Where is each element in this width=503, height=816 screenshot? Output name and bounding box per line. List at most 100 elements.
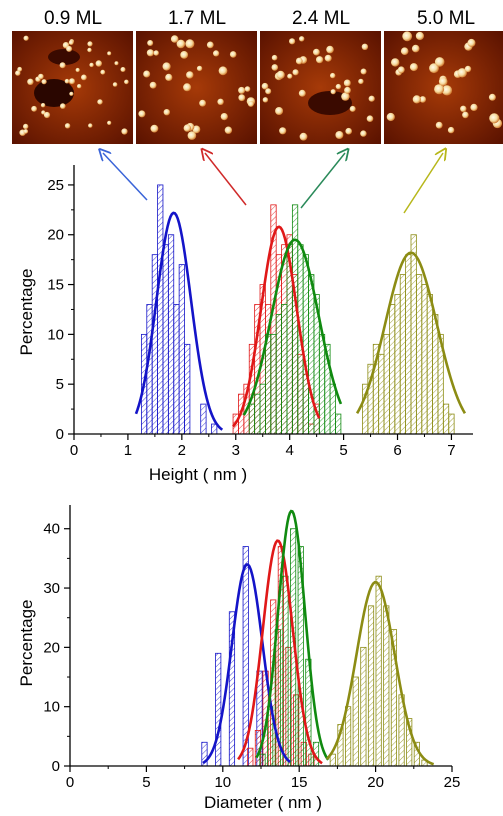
height-bar-green xyxy=(270,333,277,435)
afm-particle xyxy=(23,129,29,134)
afm-particle xyxy=(153,50,159,56)
afm-particle xyxy=(271,64,279,71)
diameter-y-tick-label: 10 xyxy=(43,699,60,716)
diameter-marks xyxy=(201,509,435,767)
diameter-axes: 0 5 10 15 20 25 0 10 20 30 40 xyxy=(43,505,460,791)
afm-particle xyxy=(330,89,336,95)
afm-particle xyxy=(412,95,421,104)
height-bar-blue xyxy=(173,304,180,435)
afm-particle xyxy=(163,109,170,116)
height-bar-blue xyxy=(162,244,169,435)
afm-particle xyxy=(349,105,356,112)
afm-particle xyxy=(397,66,405,74)
height-axes: 0 1 2 3 4 5 6 7 0 5 10 15 20 25 xyxy=(47,165,473,459)
afm-particle xyxy=(143,70,151,78)
arrow-0 xyxy=(103,153,148,201)
diameter-x-tick-label: 20 xyxy=(367,774,384,791)
afm-particle xyxy=(368,95,375,102)
panel-label-3: 5.0 ML xyxy=(417,8,475,29)
height-bar-green xyxy=(281,304,288,435)
height-bar-blue xyxy=(157,184,164,435)
height-fit-curve-olive xyxy=(355,251,467,414)
afm-particle xyxy=(238,86,246,94)
height-x-tick-label: 7 xyxy=(447,442,455,459)
diameter-xlabel: Diameter ( nm ) xyxy=(204,793,322,812)
height-bar-olive xyxy=(448,413,455,435)
height-y-tick-label: 15 xyxy=(47,277,64,294)
afm-particle xyxy=(276,70,285,79)
height-ylabel: Percentage xyxy=(17,269,36,356)
afm-particle xyxy=(287,73,293,79)
diameter-bar-olive xyxy=(352,676,359,767)
afm-particle xyxy=(358,78,364,85)
afm-particle xyxy=(64,123,71,129)
height-y-tick-label: 0 xyxy=(56,426,64,443)
arrow-2 xyxy=(300,153,345,209)
afm-particle xyxy=(345,127,353,135)
afm-particle xyxy=(192,125,201,134)
afm-particle xyxy=(23,35,29,41)
afm-particle xyxy=(447,126,455,134)
diameter-y-tick-label: 40 xyxy=(43,521,60,538)
afm-image-0 xyxy=(12,31,133,144)
afm-particle xyxy=(40,103,46,108)
diameter-y-tick-label: 0 xyxy=(52,758,60,775)
afm-particle xyxy=(114,61,119,66)
panel-label-2: 2.4 ML xyxy=(292,8,350,29)
afm-particle xyxy=(165,73,173,81)
afm-particle xyxy=(470,103,478,111)
diameter-bar-green xyxy=(282,575,289,767)
height-bar-green xyxy=(329,383,336,435)
diameter-bar-red xyxy=(247,747,254,767)
diameter-x-tick-label: 15 xyxy=(291,774,308,791)
height-marks xyxy=(134,184,467,435)
afm-particle xyxy=(489,113,500,124)
panel-label-0: 0.9 ML xyxy=(44,8,102,29)
chart-diameter: 0 5 10 15 20 25 0 10 20 30 40 Diameter ( nm ) Perc… xyxy=(17,505,460,812)
height-bar-green xyxy=(254,393,261,435)
afm-particle xyxy=(100,69,106,75)
height-bar-olive xyxy=(432,314,439,435)
afm-particle xyxy=(343,79,351,87)
afm-particle xyxy=(386,112,395,122)
afm-particle xyxy=(69,78,75,85)
diameter-x-tick-label: 25 xyxy=(444,774,461,791)
height-bar-blue xyxy=(167,234,175,435)
afm-particle xyxy=(170,35,179,43)
height-x-tick-label: 5 xyxy=(339,442,347,459)
afm-particle xyxy=(434,84,445,95)
afm-particle xyxy=(15,70,21,76)
height-fit-curve-red xyxy=(232,225,321,428)
afm-particle xyxy=(206,41,214,49)
afm-particle xyxy=(31,105,37,112)
afm-particle xyxy=(360,130,367,137)
afm-image-3 xyxy=(384,31,503,144)
panel-label-1: 1.7 ML xyxy=(168,8,226,29)
afm-particle xyxy=(185,39,195,49)
afm-images xyxy=(12,31,503,144)
afm-particle xyxy=(464,65,472,73)
afm-particle xyxy=(262,97,269,103)
afm-image-2 xyxy=(260,31,381,144)
afm-particle xyxy=(316,56,324,64)
afm-particle xyxy=(213,50,220,57)
afm-particle xyxy=(120,67,126,72)
afm-particle xyxy=(124,79,129,85)
diameter-y-tick-label: 30 xyxy=(43,580,60,597)
afm-particle xyxy=(400,47,409,55)
afm-particle xyxy=(411,44,420,53)
height-fit-curve-blue xyxy=(134,211,224,431)
afm-particle xyxy=(438,77,448,86)
diameter-bar-green xyxy=(259,753,266,767)
afm-particle xyxy=(77,84,82,89)
height-y-tick-label: 20 xyxy=(47,227,64,244)
afm-dark-region xyxy=(48,49,80,65)
afm-particle xyxy=(341,92,350,101)
afm-particle xyxy=(59,62,66,69)
height-bar-green xyxy=(259,383,266,435)
afm-particle xyxy=(289,38,296,45)
afm-particle xyxy=(107,120,112,125)
afm-particle xyxy=(186,71,194,79)
height-bar-olive xyxy=(394,294,401,435)
